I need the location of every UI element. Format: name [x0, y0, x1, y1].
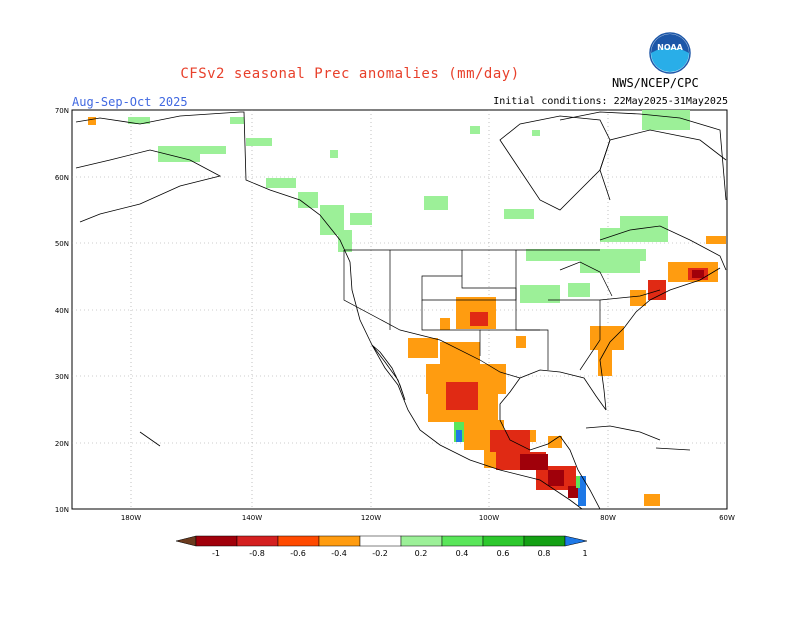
colorbar-segment [277, 535, 320, 547]
colorbar-segment [318, 535, 361, 547]
lat-label: 60N [55, 174, 69, 182]
lon-label: 80W [600, 514, 616, 522]
colorbar-arrow-right [564, 535, 588, 547]
season-label: Aug-Sep-Oct 2025 [72, 95, 188, 109]
colorbar-segment [195, 535, 238, 547]
lon-label: 180W [121, 514, 141, 522]
map-frame [71, 109, 728, 510]
colorbar-label: 0.2 [415, 549, 428, 558]
wet-anomaly-regions [128, 110, 690, 303]
lon-label: 100W [479, 514, 499, 522]
colorbar-label: -0.2 [372, 549, 388, 558]
colorbar-label: 0.4 [456, 549, 469, 558]
colorbar-label: -0.8 [249, 549, 265, 558]
borders [343, 249, 661, 379]
colorbar-label: 0.8 [538, 549, 551, 558]
colorbar-label: -1 [212, 549, 220, 558]
initial-conditions-label: Initial conditions: 22May2025-31May2025 [493, 96, 728, 107]
map-title: CFSv2 seasonal Prec anomalies (mm/day) [180, 66, 520, 82]
colorbar-label: -0.4 [331, 549, 347, 558]
colorbar-label: 0.6 [497, 549, 510, 558]
lat-label: 30N [55, 373, 69, 381]
noaa-logo: NOAA [649, 32, 691, 74]
lat-labels: 70N 60N 50N 40N 30N 20N 10N [55, 107, 69, 514]
colorbar-segment [441, 535, 484, 547]
lat-label: 50N [55, 240, 69, 248]
colorbar-segment [400, 535, 443, 547]
lon-labels: 180W 140W 120W 100W 80W 60W [121, 514, 735, 522]
coastlines [75, 111, 727, 510]
noaa-logo-text: NOAA [657, 43, 683, 52]
colorbar-label: 1 [582, 549, 587, 558]
lat-label: 70N [55, 107, 69, 115]
dry-anomaly-dark [520, 270, 704, 498]
colorbar-segment [523, 535, 566, 547]
lon-label: 120W [361, 514, 381, 522]
lon-label: 140W [242, 514, 262, 522]
colorbar-legend: -1 -0.8 -0.6 -0.4 -0.2 0.2 0.4 0.6 0.8 1 [175, 535, 588, 558]
lat-label: 40N [55, 307, 69, 315]
wet-anomaly-coastal [454, 422, 586, 506]
colorbar-arrow-left [175, 535, 197, 547]
lat-label: 20N [55, 440, 69, 448]
colorbar-segment [236, 535, 279, 547]
agency-label: NWS/NCEP/CPC [612, 76, 699, 90]
colorbar-segment [359, 535, 402, 547]
lat-label: 10N [55, 506, 69, 514]
colorbar-label: -0.6 [290, 549, 306, 558]
lon-label: 60W [719, 514, 735, 522]
colorbar-segment [482, 535, 525, 547]
